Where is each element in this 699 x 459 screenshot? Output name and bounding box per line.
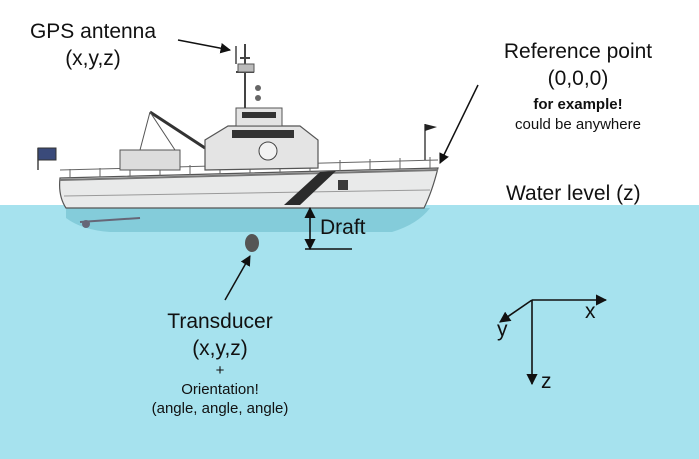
water-body: [0, 205, 699, 459]
draft-label: Draft: [320, 216, 366, 239]
stern-flag: [37, 147, 57, 161]
bow-flag: [425, 124, 437, 131]
y-axis-arrow: [499, 299, 533, 323]
gps-label: GPS antenna (x,y,z): [8, 20, 178, 71]
submerged-hull: [66, 208, 430, 232]
water-level-label: Water level (z): [506, 182, 641, 205]
hull-line: [63, 189, 431, 197]
z-axis-label: z: [541, 370, 552, 393]
radar-dome: [237, 63, 255, 73]
crane-cables: [139, 111, 176, 151]
hull-emblem: [338, 180, 348, 190]
reference-title: Reference point: [503, 40, 653, 63]
x-axis-label: x: [585, 300, 596, 323]
transducer-title: Transducer: [167, 310, 273, 333]
transducer-angles: (angle, angle, angle): [151, 399, 289, 417]
transducer-coords: (x,y,z): [192, 337, 248, 361]
propeller-shaft: [79, 217, 141, 223]
boat-hull: [59, 167, 439, 209]
reference-label: Reference point (0,0,0) for example! cou…: [468, 40, 688, 133]
mast-light-1: [255, 85, 261, 91]
gps-title: GPS antenna: [29, 20, 157, 43]
transducer-plus: +: [215, 362, 225, 380]
upper-windows: [242, 112, 276, 118]
hull-rail: [59, 169, 439, 181]
bridge-emblem: [258, 141, 278, 161]
mast-light-2: [255, 95, 261, 101]
reference-leader-arrow: [439, 84, 479, 164]
transducer-leader-arrow: [224, 255, 251, 301]
aft-deckhouse: [119, 149, 181, 171]
transducer-label: Transducer (x,y,z) + Orientation! (angle…: [110, 310, 330, 417]
crane-boom: [149, 110, 206, 150]
transducer-device: [245, 234, 259, 252]
bridge-windows: [232, 130, 294, 138]
mast: [236, 44, 254, 108]
reference-note-anywhere: could be anywhere: [515, 115, 641, 133]
propeller: [82, 220, 90, 228]
gps-coords: (x,y,z): [65, 47, 121, 71]
gps-leader-arrow: [177, 39, 232, 54]
reference-coords: (0,0,0): [547, 67, 609, 91]
reference-note-example: for example!: [533, 96, 623, 114]
hull-stripe: [284, 171, 336, 205]
transducer-orientation: Orientation!: [181, 380, 259, 398]
y-axis-label: y: [497, 318, 508, 341]
